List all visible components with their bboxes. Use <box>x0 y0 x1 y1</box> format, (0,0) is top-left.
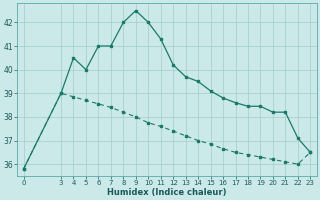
X-axis label: Humidex (Indice chaleur): Humidex (Indice chaleur) <box>107 188 227 197</box>
